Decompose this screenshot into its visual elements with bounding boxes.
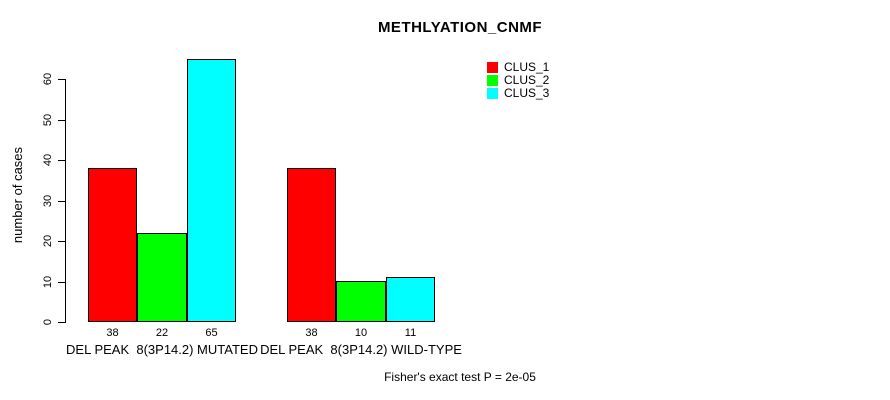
y-tick-mark [58,120,65,121]
bar-value-label: 38 [106,327,119,339]
legend-item: CLUS_1 [487,61,549,74]
y-tick-mark [58,282,65,283]
y-axis-title: number of cases [10,146,25,244]
legend: CLUS_1 CLUS_2 CLUS_3 [487,61,549,100]
bar-clus_1-group2 [287,168,336,322]
y-tick-mark [58,79,65,80]
y-tick-label: 10 [42,275,54,289]
y-tick-label: 30 [42,194,54,208]
legend-label: CLUS_1 [504,60,550,74]
y-tick-mark [58,241,65,242]
y-tick-label: 60 [42,72,54,86]
legend-label: CLUS_2 [504,73,550,87]
chart-title: METHLYATION_CNMF [377,19,543,36]
bar-value-label: 11 [404,327,417,339]
bar-clus_3-group2 [386,277,435,322]
bar-value-label: 65 [205,327,218,339]
bar-clus_2-group2 [336,281,386,322]
legend-color-swatch [487,75,498,86]
bar-clus_3-group1 [187,59,236,322]
y-tick-label: 40 [42,153,54,167]
bar-clus_2-group1 [137,233,187,322]
bar-value-label: 38 [305,327,318,339]
y-tick-mark [58,160,65,161]
bar-clus_1-group1 [88,168,137,322]
bar-value-label: 10 [354,327,368,339]
legend-label: CLUS_3 [504,86,550,100]
y-tick-label: 20 [42,234,54,248]
annotation-caption: Fisher's exact test P = 2e-05 [384,370,536,384]
category-label: DEL PEAK 8(3P14.2) WILD-TYPE [260,342,462,357]
y-tick-mark [58,201,65,202]
legend-item: CLUS_2 [487,74,549,87]
legend-item: CLUS_3 [487,87,549,100]
legend-color-swatch [487,62,498,73]
y-axis-line [65,79,66,323]
bar-value-label: 22 [155,327,169,339]
legend-color-swatch [487,88,498,99]
y-tick-mark [58,322,65,323]
y-tick-label: 50 [42,113,54,127]
category-label: DEL PEAK 8(3P14.2) MUTATED [66,342,258,357]
y-tick-label: 0 [42,318,54,326]
